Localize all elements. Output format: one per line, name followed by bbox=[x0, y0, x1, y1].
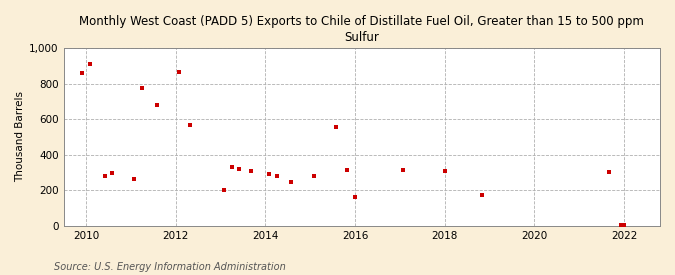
Point bbox=[84, 62, 95, 66]
Point bbox=[619, 223, 630, 227]
Point bbox=[245, 169, 256, 173]
Point bbox=[99, 174, 110, 178]
Point bbox=[439, 169, 450, 173]
Point bbox=[219, 188, 230, 192]
Point bbox=[185, 123, 196, 128]
Point bbox=[342, 168, 353, 172]
Point bbox=[331, 125, 342, 129]
Point bbox=[77, 71, 88, 75]
Point bbox=[286, 180, 297, 185]
Point bbox=[234, 167, 245, 171]
Point bbox=[308, 174, 319, 178]
Point bbox=[398, 168, 409, 172]
Point bbox=[477, 192, 487, 197]
Y-axis label: Thousand Barrels: Thousand Barrels bbox=[15, 91, 25, 182]
Point bbox=[271, 174, 282, 178]
Point bbox=[136, 86, 147, 90]
Point bbox=[263, 172, 274, 177]
Point bbox=[226, 165, 237, 169]
Point bbox=[107, 171, 117, 176]
Point bbox=[129, 177, 140, 181]
Point bbox=[151, 103, 162, 107]
Title: Monthly West Coast (PADD 5) Exports to Chile of Distillate Fuel Oil, Greater tha: Monthly West Coast (PADD 5) Exports to C… bbox=[80, 15, 644, 44]
Point bbox=[350, 194, 360, 199]
Point bbox=[174, 70, 185, 74]
Point bbox=[604, 169, 615, 174]
Point bbox=[615, 223, 626, 227]
Text: Source: U.S. Energy Information Administration: Source: U.S. Energy Information Administ… bbox=[54, 262, 286, 272]
